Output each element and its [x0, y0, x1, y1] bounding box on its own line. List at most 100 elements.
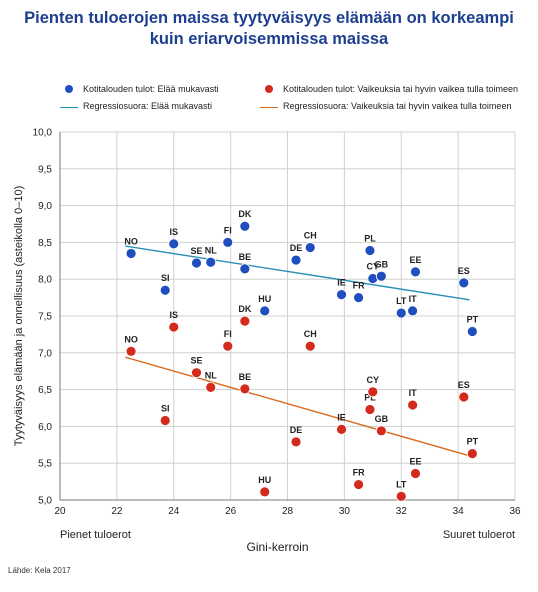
x-axis-right-label: Suuret tuloerot [443, 529, 515, 541]
data-label-red-lt: LT [396, 479, 407, 489]
data-point-red-fi [222, 340, 234, 352]
data-label-red-fr: FR [353, 468, 365, 478]
x-axis-left-label: Pienet tuloerot [60, 529, 131, 541]
y-axis-label: Tyytyväisyys elämään ja onnellisuus (ast… [13, 186, 25, 446]
data-point-blue-is [168, 238, 180, 250]
data-point-blue-hu [259, 305, 271, 317]
data-point-red-be [239, 383, 251, 395]
x-axis-label: Gini-kerroin [246, 540, 308, 554]
data-label-red-ee: EE [409, 457, 421, 467]
legend-label-red-dots: Kotitalouden tulot: Vaikeuksia tai hyvin… [283, 84, 518, 94]
data-point-red-fr [353, 479, 364, 490]
data-label-blue-es: ES [458, 266, 470, 276]
data-point-red-no [125, 345, 137, 357]
data-point-blue-lt [395, 307, 407, 319]
data-label-red-nl: NL [205, 370, 217, 380]
data-point-red-pl [364, 404, 376, 415]
data-label-red-cy: CY [367, 375, 380, 385]
data-label-blue-pl: PL [364, 233, 376, 243]
blue-dot-icon [65, 85, 73, 93]
data-point-blue-pl [364, 245, 376, 256]
legend: Kotitalouden tulot: Elää mukavasti Kotit… [60, 84, 530, 124]
data-point-blue-es [458, 277, 470, 289]
data-label-blue-si: SI [161, 273, 170, 283]
chart-title-line-1: Pienten tuloerojen maissa tyytyväisyys e… [24, 9, 514, 27]
data-label-blue-fi: FI [224, 225, 232, 235]
data-label-blue-pt: PT [467, 314, 479, 324]
data-point-red-ee [410, 468, 421, 479]
data-point-red-is [168, 321, 180, 333]
data-point-blue-dk [239, 220, 251, 232]
data-point-red-es [458, 391, 470, 403]
data-label-red-si: SI [161, 404, 170, 414]
data-label-blue-hu: HU [258, 294, 271, 304]
data-label-red-es: ES [458, 380, 470, 390]
y-tick-label: 7,0 [38, 348, 52, 359]
y-tick-label: 5,0 [38, 496, 52, 507]
legend-label-blue-line: Regressiosuora: Elää mukavasti [83, 101, 213, 111]
data-point-blue-be [239, 263, 251, 275]
data-label-red-is: IS [169, 310, 178, 320]
data-label-blue-ch: CH [304, 231, 317, 241]
data-point-red-si [159, 415, 171, 426]
data-point-red-hu [259, 486, 271, 498]
data-point-blue-no [125, 248, 137, 259]
y-tick-label: 8,0 [38, 275, 52, 286]
data-point-red-de [290, 436, 302, 448]
data-label-red-be: BE [239, 372, 252, 382]
data-label-blue-cy: CY [367, 261, 380, 271]
data-label-red-ch: CH [304, 329, 317, 339]
data-point-red-nl [205, 381, 217, 393]
data-label-red-it: IT [409, 388, 418, 398]
x-tick-label: 22 [111, 506, 123, 517]
data-label-red-se: SE [190, 356, 202, 366]
source-note: Lähde: Kela 2017 [8, 566, 71, 575]
y-tick-label: 7,5 [38, 312, 52, 323]
data-point-red-ie [336, 423, 347, 435]
data-point-blue-fr [353, 292, 364, 304]
data-label-red-de: DE [290, 425, 303, 435]
red-line-icon [260, 107, 278, 108]
y-tick-label: 6,5 [38, 385, 52, 396]
legend-item-red-line: Regressiosuora: Vaikeuksia tai hyvin vai… [260, 101, 530, 113]
data-label-blue-lt: LT [396, 296, 407, 306]
legend-label-blue-dots: Kotitalouden tulot: Elää mukavasti [83, 84, 219, 94]
y-tick-label: 10,0 [33, 128, 53, 139]
data-point-red-cy [367, 386, 379, 398]
data-point-red-dk [239, 315, 251, 327]
x-tick-label: 30 [339, 506, 351, 517]
y-tick-label: 9,0 [38, 201, 52, 212]
data-label-red-fi: FI [224, 329, 232, 339]
data-label-red-dk: DK [238, 304, 251, 314]
data-label-blue-no: NO [124, 236, 138, 246]
data-label-red-hu: HU [258, 475, 271, 485]
data-label-red-ie: IE [337, 412, 346, 422]
y-tick-label: 9,5 [38, 164, 52, 175]
chart-title-line-2: kuin eriarvoisemmissa maissa [149, 30, 389, 48]
data-point-blue-ch [304, 242, 316, 253]
data-point-red-it [407, 399, 419, 411]
red-dot-icon [265, 85, 273, 93]
data-label-red-pl: PL [364, 392, 376, 402]
x-tick-label: 24 [168, 506, 180, 517]
x-tick-label: 36 [509, 506, 521, 517]
data-point-red-se [191, 367, 202, 379]
data-point-blue-si [159, 284, 171, 296]
x-tick-label: 28 [282, 506, 294, 517]
data-label-blue-nl: NL [205, 245, 217, 255]
data-point-red-pt [466, 448, 478, 460]
data-point-blue-fi [222, 236, 234, 248]
x-tick-label: 32 [396, 506, 408, 517]
data-point-blue-pt [466, 326, 478, 337]
data-label-blue-dk: DK [238, 209, 251, 219]
data-label-blue-ie: IE [337, 278, 346, 288]
data-point-blue-nl [205, 256, 217, 268]
y-tick-label: 5,5 [38, 459, 52, 470]
data-label-blue-se: SE [190, 246, 202, 256]
data-label-red-pt: PT [467, 437, 479, 447]
data-point-blue-ie [336, 289, 347, 301]
regression-line-blue [125, 245, 470, 301]
data-label-blue-de: DE [290, 243, 303, 253]
data-label-blue-it: IT [409, 294, 418, 304]
